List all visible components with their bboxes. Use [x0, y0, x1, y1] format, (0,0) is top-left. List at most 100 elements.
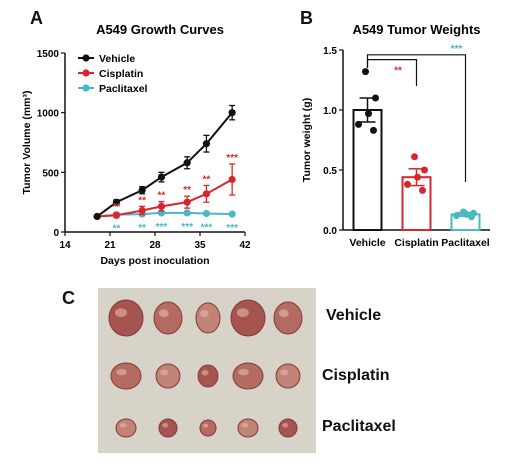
- tumor-cisplatin: [232, 362, 264, 390]
- tumor-highlight: [238, 368, 249, 376]
- tumor-photo: [98, 288, 316, 453]
- photo-label-cisplatin: Cisplatin: [322, 367, 390, 384]
- paclitaxel-significance-label: **: [113, 224, 121, 235]
- tumor-highlight: [236, 308, 249, 318]
- legend-vehicle-marker: [82, 54, 90, 62]
- tumor-highlight: [160, 369, 169, 376]
- bar-cisplatin-point: [421, 166, 428, 174]
- tumor-paclitaxel: [158, 418, 178, 438]
- x-tick-label: 14: [59, 240, 71, 251]
- photo-label-paclitaxel: Paclitaxel: [322, 418, 396, 435]
- y-tick-label: 0.5: [323, 166, 337, 177]
- chart-b-y-label: Tumor weight (g): [301, 98, 313, 182]
- tumor-highlight: [119, 423, 127, 428]
- tumor-paclitaxel: [115, 418, 137, 438]
- tumor-paclitaxel: [199, 419, 217, 437]
- bar-paclitaxel-point: [453, 212, 460, 220]
- series-cisplatin-point: [138, 206, 146, 215]
- tumor-highlight: [201, 369, 209, 376]
- series-cisplatin-point: [228, 175, 236, 184]
- x-tick-label: Vehicle: [349, 237, 385, 249]
- series-vehicle-point: [228, 109, 236, 117]
- cisplatin-significance-label: **: [113, 202, 121, 213]
- y-tick-label: 500: [42, 168, 59, 179]
- tumor-highlight: [280, 369, 289, 376]
- bar-vehicle-point: [362, 68, 369, 76]
- tumor-photo-image: [98, 288, 316, 453]
- y-tick-label: 1.5: [323, 46, 337, 57]
- tumor-vehicle: [230, 299, 266, 337]
- tumor-highlight: [202, 423, 209, 428]
- tumor-vehicle: [273, 301, 303, 335]
- chart-a-y-label: Tumor Volume (mm³): [21, 90, 33, 194]
- tumor-highlight: [114, 308, 127, 318]
- cisplatin-significance-label: **: [138, 195, 146, 206]
- x-tick-label: Cisplatin: [394, 237, 438, 249]
- significance-label: **: [394, 66, 402, 77]
- series-vehicle-point: [202, 140, 211, 148]
- bar-cisplatin-point: [414, 173, 421, 181]
- bar-vehicle-point: [372, 94, 379, 102]
- tumor-cisplatin: [197, 364, 219, 388]
- cisplatin-significance-label: **: [158, 191, 166, 202]
- cisplatin-significance-label: **: [183, 185, 191, 196]
- series-paclitaxel-point: [228, 210, 236, 218]
- x-tick-label: Paclitaxel: [441, 237, 490, 249]
- tumor-cisplatin: [275, 363, 301, 389]
- y-tick-label: 1500: [37, 49, 60, 60]
- y-tick-label: 0.0: [323, 226, 337, 237]
- panel-b-letter: B: [300, 8, 313, 28]
- tumor-paclitaxel: [278, 418, 298, 438]
- tumor-highlight: [278, 309, 289, 318]
- y-tick-label: 1000: [37, 109, 60, 120]
- x-tick-label: 21: [104, 240, 116, 251]
- panel-c-letter: C: [62, 288, 75, 308]
- series-cisplatin-point: [183, 198, 191, 206]
- significance-bracket: [366, 58, 418, 86]
- paclitaxel-significance-label: **: [138, 223, 146, 234]
- series-cisplatin-point: [202, 190, 211, 198]
- legend-cisplatin-label: Cisplatin: [99, 68, 143, 80]
- cisplatin-significance-label: ***: [226, 153, 238, 164]
- series-cisplatin-point: [157, 202, 166, 210]
- y-tick-label: 0: [53, 228, 59, 239]
- series-vehicle-point: [183, 159, 191, 167]
- tumor-highlight: [241, 423, 249, 428]
- series-vehicle-point: [112, 198, 121, 206]
- chart-a-title: A549 Growth Curves: [96, 22, 224, 37]
- bar-cisplatin-point: [419, 186, 426, 194]
- bar-vehicle-point: [370, 126, 377, 134]
- paclitaxel-significance-label: ***: [156, 222, 168, 233]
- tumor-highlight: [158, 309, 169, 318]
- series-vehicle-point: [157, 173, 166, 181]
- tumor-vehicle: [195, 302, 221, 334]
- series-paclitaxel-point: [183, 209, 191, 217]
- series-vehicle-point: [93, 212, 101, 221]
- legend-cisplatin-marker: [82, 69, 90, 77]
- significance-label: ***: [451, 44, 463, 55]
- panel-a-letter: A: [30, 8, 43, 28]
- paclitaxel-significance-label: ***: [226, 223, 238, 234]
- legend-paclitaxel-label: Paclitaxel: [99, 83, 148, 95]
- chart-b-title: A549 Tumor Weights: [352, 22, 480, 37]
- tumor-cisplatin: [110, 362, 142, 390]
- bar-vehicle-point: [355, 120, 362, 128]
- bar-vehicle-point: [365, 110, 372, 118]
- significance-bracket: [366, 54, 467, 182]
- bar-cisplatin-point: [411, 153, 418, 161]
- photo-label-vehicle: Vehicle: [326, 307, 382, 324]
- x-tick-label: 28: [149, 240, 161, 251]
- tumor-highlight: [282, 423, 289, 428]
- bar-paclitaxel-point: [468, 213, 475, 221]
- paclitaxel-significance-label: ***: [181, 222, 193, 233]
- y-tick-label: 1.0: [323, 106, 337, 117]
- cisplatin-significance-label: **: [203, 174, 211, 185]
- tumor-highlight: [200, 309, 209, 318]
- paclitaxel-significance-label: ***: [201, 223, 213, 234]
- tumor-highlight: [162, 423, 169, 428]
- tumor-cisplatin: [155, 363, 181, 389]
- legend-paclitaxel-marker: [82, 84, 90, 92]
- tumor-weight-chart: A549 Tumor Weights 0.0 0.5 1.0 1.5 Tumor weig…: [301, 22, 490, 249]
- series-cisplatin-point: [112, 211, 121, 219]
- series-paclitaxel-point: [202, 209, 211, 218]
